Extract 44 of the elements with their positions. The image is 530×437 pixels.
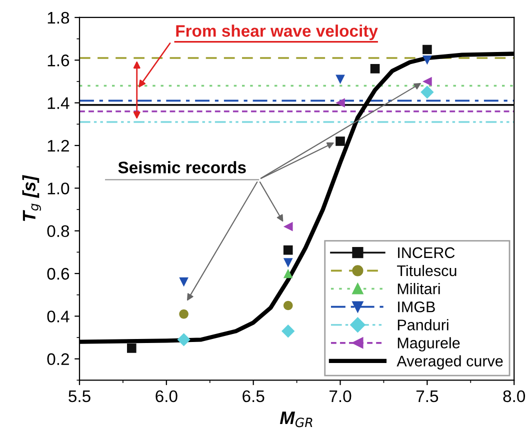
annotation: From shear wave velocity xyxy=(176,24,378,40)
point xyxy=(177,333,190,346)
legend-label: IMGB xyxy=(398,301,435,312)
point xyxy=(179,309,188,319)
point xyxy=(336,74,345,84)
x-tick-label: 6.5 xyxy=(242,390,264,402)
legend-label: Militari xyxy=(398,283,440,294)
point xyxy=(283,245,293,255)
x-tick-label: 8.0 xyxy=(503,390,526,402)
x-tick-label: 7.0 xyxy=(330,390,352,402)
y-tick-label: 1.4 xyxy=(48,97,70,109)
point xyxy=(283,268,293,278)
point xyxy=(283,258,293,268)
y-tick-label: 0.6 xyxy=(47,268,70,280)
point xyxy=(283,300,293,310)
y-tick-label: 1.0 xyxy=(48,182,70,194)
legend-label: Titulescu xyxy=(397,264,456,276)
point xyxy=(422,55,432,65)
y-tick-label: 1.8 xyxy=(48,12,70,24)
point xyxy=(422,76,432,86)
point xyxy=(283,222,293,232)
y-axis-title: T$_{g}$ [s] xyxy=(22,175,41,222)
point xyxy=(179,277,188,287)
x-tick-label: 6.0 xyxy=(156,390,178,402)
legend-label: Magurele xyxy=(398,337,460,352)
point xyxy=(336,98,345,108)
y-tick-label: 0.4 xyxy=(47,310,70,322)
y-tick-label: 0.2 xyxy=(47,353,69,366)
point xyxy=(370,64,380,74)
y-tick-label: 1.6 xyxy=(48,54,70,66)
legend-label: Panduri xyxy=(398,319,448,330)
legend-label: Averaged curve xyxy=(396,355,503,370)
x-axis-title: M$_{GR}$ xyxy=(280,412,312,428)
x-tick-label: 7.5 xyxy=(416,390,438,402)
point xyxy=(422,44,432,54)
point xyxy=(126,344,136,353)
legend-label: INCERC xyxy=(398,247,455,258)
y-tick-label: 1.2 xyxy=(48,140,69,152)
x-tick-label: 5.5 xyxy=(68,390,90,402)
point xyxy=(420,86,434,99)
y-tick-label: 0.8 xyxy=(47,225,70,238)
point xyxy=(282,324,295,338)
point xyxy=(336,136,345,146)
annotation: Seismic records xyxy=(118,161,246,174)
